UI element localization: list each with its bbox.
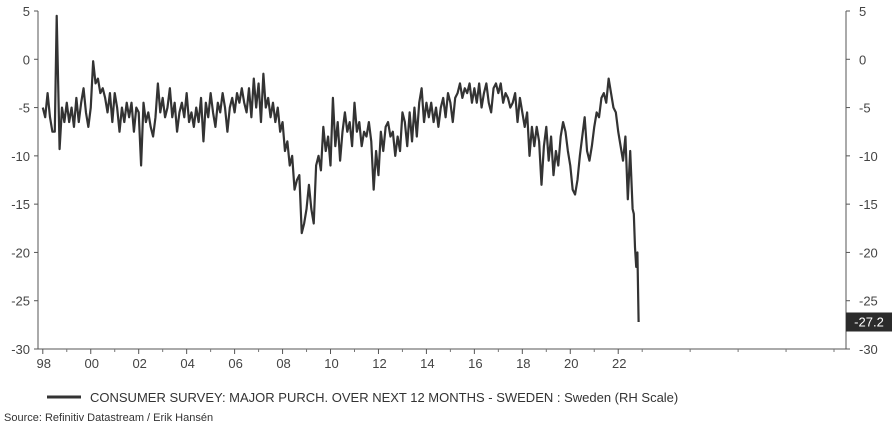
x-tick-label: 12	[372, 356, 386, 371]
right-y-tick-label: -20	[859, 245, 878, 260]
left-y-tick-label: -5	[18, 101, 30, 116]
x-tick-label: 02	[132, 356, 146, 371]
legend-entry: CONSUMER SURVEY: MAJOR PURCH. OVER NEXT …	[90, 390, 678, 405]
last-value-label: -27.2	[854, 315, 884, 330]
x-tick-label: 06	[228, 356, 242, 371]
last-value-badge: -27.2	[846, 312, 892, 332]
source-note: Source: Refinitiv Datastream / Erik Hans…	[4, 412, 213, 424]
right-y-tick-label: -30	[859, 342, 878, 357]
left-y-tick-label: -10	[11, 149, 30, 164]
right-y-axis: 5 0 -5 -10 -15 -20 -25 -30	[846, 4, 878, 357]
left-y-tick-label: -20	[11, 245, 30, 260]
x-tick-label: 08	[276, 356, 290, 371]
x-tick-label: 04	[180, 356, 194, 371]
series-line-sweden	[41, 14, 640, 322]
left-y-tick-label: -30	[11, 342, 30, 357]
right-y-tick-label: -10	[859, 149, 878, 164]
x-tick-label: 20	[564, 356, 578, 371]
x-axis: 98 00 02 04 06 08 10 12 14 16 18 20 22	[37, 349, 835, 371]
x-tick-label: 18	[516, 356, 530, 371]
left-y-tick-label: 5	[23, 4, 30, 19]
left-y-tick-label: 0	[23, 52, 30, 67]
left-y-tick-label: -25	[11, 294, 30, 309]
left-y-axis: 5 0 -5 -10 -15 -20 -25 -30	[11, 4, 38, 357]
x-tick-label: 98	[37, 356, 51, 371]
legend: CONSUMER SURVEY: MAJOR PURCH. OVER NEXT …	[47, 390, 678, 405]
x-tick-label: 10	[324, 356, 338, 371]
x-tick-label: 00	[85, 356, 99, 371]
x-tick-label: 22	[612, 356, 626, 371]
x-tick-label: 14	[420, 356, 434, 371]
right-y-tick-label: -5	[859, 101, 871, 116]
right-y-tick-label: -25	[859, 294, 878, 309]
last-value-box	[846, 312, 892, 332]
right-y-tick-label: 0	[859, 52, 866, 67]
x-tick-label: 16	[468, 356, 482, 371]
right-y-tick-label: 5	[859, 4, 866, 19]
left-y-tick-label: -15	[11, 197, 30, 212]
plot-frame	[37, 11, 847, 350]
right-y-tick-label: -15	[859, 197, 878, 212]
